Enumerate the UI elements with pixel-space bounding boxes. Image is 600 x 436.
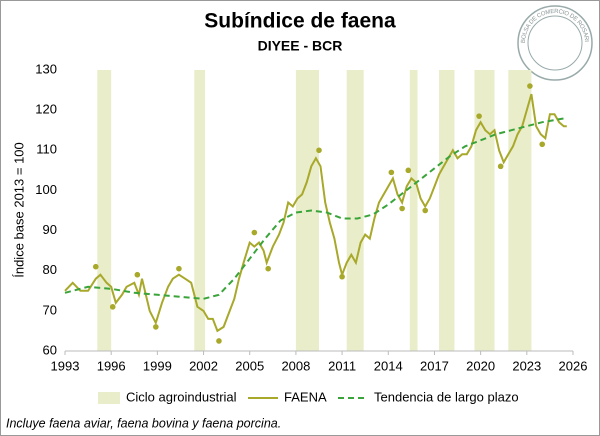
extreme-point <box>539 141 546 148</box>
extreme-point <box>388 169 395 176</box>
y-tick-label: 60 <box>43 342 57 357</box>
x-tick-label: 2023 <box>512 358 541 373</box>
extreme-point <box>153 324 159 330</box>
cycle-band <box>97 70 112 351</box>
chart-subtitle: DIYEE - BCR <box>258 38 343 54</box>
x-tick-label: 2005 <box>235 358 264 373</box>
cycle-band <box>508 70 532 351</box>
extreme-point <box>497 163 504 170</box>
cycle-band <box>474 70 495 351</box>
cycle-band <box>194 70 206 351</box>
extreme-point <box>134 271 141 278</box>
y-axis-label: Índice base 2013 = 100 <box>11 142 26 278</box>
x-tick-label: 1993 <box>51 358 80 373</box>
extreme-point <box>422 207 429 214</box>
logo-ring <box>527 15 583 71</box>
y-tick-label: 130 <box>35 61 57 76</box>
x-tick-label: 1996 <box>97 358 126 373</box>
extreme-point <box>251 229 258 236</box>
x-tick-label: 2026 <box>559 358 588 373</box>
extreme-point <box>265 265 272 272</box>
extreme-point <box>339 273 345 280</box>
chart-title: Subíndice de faena <box>204 10 396 33</box>
y-tick-label: 80 <box>43 262 57 277</box>
x-tick-label: 1999 <box>143 358 172 373</box>
x-tick-label: 2002 <box>189 358 218 373</box>
legend-label: FAENA <box>284 389 327 404</box>
x-tick-label: 2008 <box>281 358 310 373</box>
extreme-point <box>405 167 412 174</box>
y-tick-label: 120 <box>35 102 57 117</box>
legend-label: Tendencia de largo plazo <box>374 389 519 404</box>
extreme-point <box>316 147 322 154</box>
x-tick-label: 2011 <box>328 358 356 373</box>
extreme-point <box>476 113 482 119</box>
y-tick-label: 100 <box>35 182 57 197</box>
series-line <box>64 93 567 333</box>
x-tick-label: 2017 <box>420 358 449 373</box>
extreme-point <box>92 263 99 270</box>
legend-swatch <box>98 392 120 404</box>
extreme-point <box>109 304 116 310</box>
x-tick-label: 2020 <box>466 358 495 373</box>
x-tick-label: 2014 <box>374 358 403 373</box>
legend-label: Ciclo agroindustrial <box>126 389 237 404</box>
y-tick-label: 90 <box>43 222 57 237</box>
cycle-band <box>346 70 364 351</box>
series-line <box>64 117 566 300</box>
extreme-point <box>527 83 533 89</box>
cycle-band <box>439 70 455 351</box>
logo-ring <box>517 5 593 81</box>
y-tick-label: 110 <box>36 142 57 157</box>
note: Incluye faena aviar, faena bovina y faen… <box>6 416 281 430</box>
extreme-point <box>399 205 405 212</box>
extreme-point <box>216 338 222 344</box>
cycle-band <box>409 70 418 351</box>
extreme-point <box>176 265 182 272</box>
y-tick-label: 70 <box>43 302 57 317</box>
